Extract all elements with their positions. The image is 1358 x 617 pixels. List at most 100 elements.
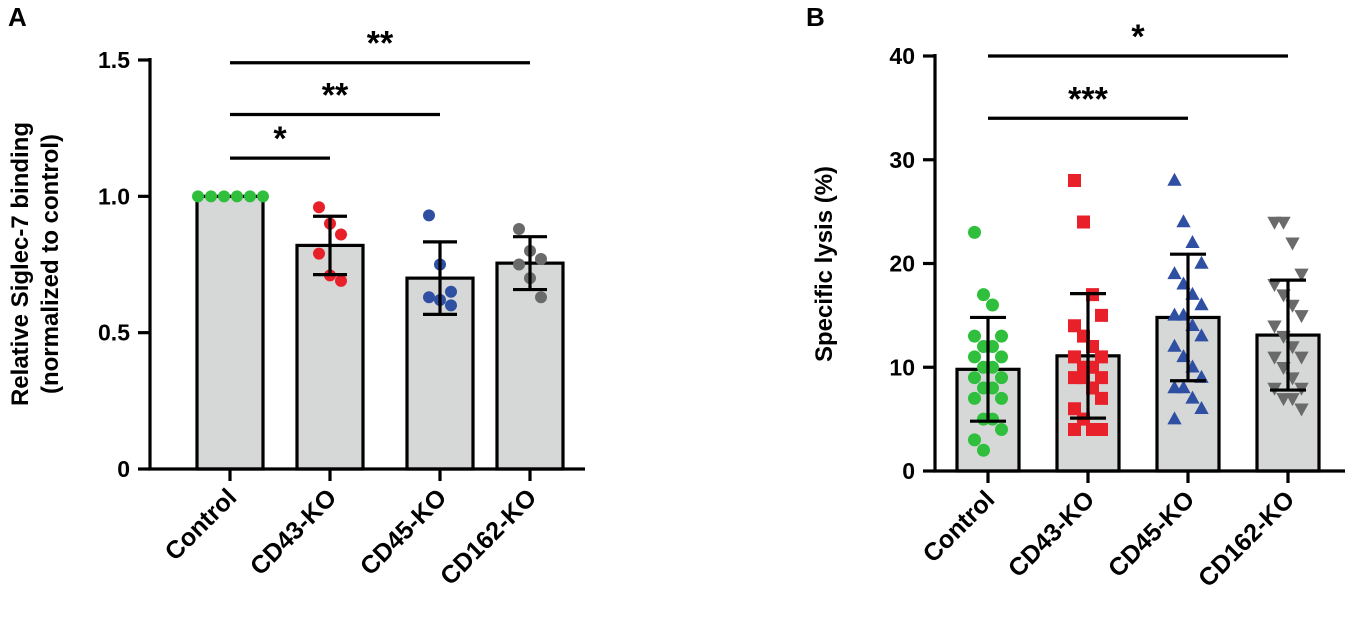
panel-b-point-0-16	[968, 391, 981, 405]
panel-b-point-2-2	[1185, 234, 1200, 248]
panel-a-point-2-2	[445, 285, 457, 298]
panel-b-point-1-0	[1068, 174, 1081, 187]
panel-a-ytick-label-0: 0	[117, 456, 130, 482]
panel-a-point-0-4	[244, 190, 256, 203]
panel-b-point-3-11	[1294, 351, 1309, 365]
panel-b-point-1-19	[1095, 423, 1108, 436]
panel-b-ytick-label-4: 40	[889, 43, 915, 69]
panel-a-point-0-2	[218, 190, 230, 203]
panel-b-point-2-0	[1167, 172, 1182, 186]
panel-b-point-0-4	[968, 329, 981, 343]
panel-b-point-0-0	[968, 225, 981, 239]
panel-b-ytick-label-0: 0	[902, 458, 915, 484]
panel-b-xtick-label-1: CD43-KO	[1003, 485, 1100, 582]
panel-a-xtick-label-1: CD43-KO	[245, 483, 342, 580]
panel-b-point-2-18	[1185, 390, 1200, 404]
panel-a-ytick-label-2: 1.0	[98, 183, 130, 209]
panel-a-point-2-3	[423, 291, 435, 304]
panel-b-point-1-1	[1077, 215, 1090, 229]
panel-b-point-0-7	[995, 350, 1008, 364]
panel-b-ytick-label-1: 10	[889, 354, 915, 380]
panel-a-point-3-3	[513, 258, 525, 271]
panel-b-point-3-12	[1267, 351, 1282, 365]
panel-b-point-0-20	[968, 433, 981, 447]
panel-b-label: B	[806, 2, 825, 32]
panel-b-sig-label-0: ***	[1068, 80, 1108, 118]
panel-b-point-2-17	[1176, 380, 1191, 394]
panel-b-point-2-1	[1176, 214, 1191, 228]
panel-a-point-1-3	[313, 247, 325, 260]
panel-b-point-1-8	[1068, 350, 1081, 364]
panel-a-point-0-3	[231, 190, 243, 203]
panel-b-point-3-2	[1285, 237, 1300, 251]
panel-b-point-2-4	[1167, 266, 1182, 280]
panel-b-point-0-8	[968, 350, 981, 364]
panel-b-sig-label-1: *	[1131, 18, 1145, 56]
panel-b-point-0-3	[995, 329, 1008, 343]
panel-a-point-1-5	[335, 274, 347, 287]
panel-a-xtick-label-0: Control	[160, 483, 243, 566]
panel-a-point-3-0	[513, 223, 525, 236]
panel-b-point-2-16	[1167, 380, 1182, 394]
panel-a-bar-3	[495, 261, 565, 471]
panel-b-point-1-15	[1095, 391, 1108, 405]
panel-b-point-3-8	[1267, 320, 1282, 334]
panel-b-ytick-label-2: 20	[889, 251, 915, 277]
panel-b-point-2-7	[1194, 297, 1209, 311]
panel-b-point-0-19	[995, 423, 1008, 436]
panel-a-ytick-label-3: 1.5	[98, 47, 130, 73]
panel-b-point-3-3	[1294, 268, 1309, 282]
panel-a-sig-label-2: **	[367, 25, 394, 63]
panel-b-xtick-label-2: CD45-KO	[1103, 485, 1200, 582]
panel-b-point-0-2	[986, 298, 999, 312]
panel-a-bar-1	[295, 243, 365, 471]
panel-b-point-1-7	[1095, 350, 1108, 364]
panel-a-label: A	[8, 2, 27, 32]
panel-b-point-3-7	[1294, 310, 1309, 324]
panel-b-point-1-11	[1095, 371, 1108, 385]
panel-b-point-3-17	[1276, 393, 1291, 407]
panel-a-point-0-5	[257, 190, 269, 203]
panel-a-sig-label-1: **	[322, 77, 349, 115]
panel-a-ytick-label-1: 0.5	[98, 320, 130, 346]
panel-b-point-3-18	[1285, 393, 1300, 407]
panel-b-point-0-12	[968, 371, 981, 385]
panel-b-xtick-label-3: CD162-KO	[1193, 485, 1300, 592]
panel-a: A Relative Siglec-7 binding (normalized …	[7, 2, 585, 591]
panel-b-point-0-1	[977, 288, 990, 302]
panel-a-point-0-1	[205, 190, 217, 203]
panel-b-point-2-20	[1167, 411, 1182, 425]
panel-b-point-2-8	[1167, 307, 1182, 321]
panel-a-point-1-2	[335, 228, 347, 241]
panel-b-point-3-1	[1276, 216, 1291, 230]
panel-a-point-3-5	[535, 291, 547, 304]
panel-b-ylabel: Specific lysis (%)	[811, 166, 838, 362]
panel-b-point-3-0	[1267, 216, 1282, 230]
panel-a-point-3-2	[535, 253, 547, 266]
panel-a-xtick-label-2: CD45-KO	[355, 483, 452, 580]
panel-b-point-2-3	[1194, 255, 1209, 269]
panel-a-point-1-0	[313, 201, 325, 214]
panel-b-ytick-label-3: 30	[889, 147, 915, 173]
panel-b-point-2-12	[1167, 338, 1182, 352]
panel-a-point-0-0	[192, 190, 204, 203]
panel-a-point-2-0	[423, 209, 435, 222]
panel-a-sig-label-0: *	[273, 120, 287, 158]
panel-a-ylabel-line1: Relative Siglec-7 binding	[7, 122, 34, 406]
panel-a-point-2-5	[445, 299, 457, 312]
panel-b-point-0-11	[995, 371, 1008, 385]
panel-b-point-1-4	[1068, 319, 1081, 333]
panel-b-point-0-15	[995, 391, 1008, 405]
panel-b-point-3-4	[1267, 279, 1282, 293]
panel-b-point-1-20	[1068, 423, 1081, 436]
panel-b-point-1-16	[1068, 402, 1081, 416]
panel-b-point-3-19	[1294, 403, 1309, 417]
panel-b-point-2-11	[1194, 328, 1209, 342]
panel-a-xtick-label-3: CD162-KO	[435, 483, 542, 590]
panel-b-point-0-21	[977, 443, 990, 457]
panel-a-bar-0	[195, 194, 265, 471]
